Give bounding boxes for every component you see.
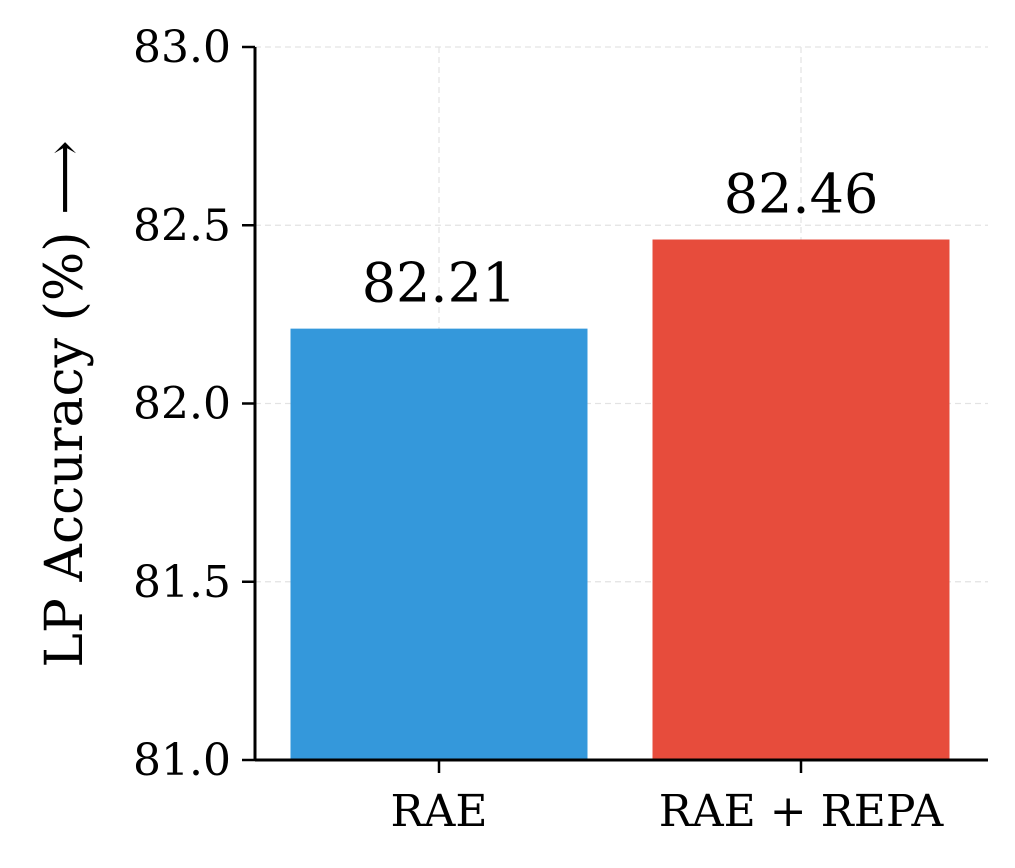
bar-value-label: 82.46	[724, 163, 879, 226]
x-tick-label: RAE	[390, 786, 487, 837]
x-ticks: RAE RAE + REPA	[390, 760, 944, 837]
y-tick-label: 82.0	[133, 379, 231, 430]
x-tick-label: RAE + REPA	[659, 786, 945, 837]
y-axis-title: LP Accuracy (%) ⟶	[35, 140, 95, 667]
bars	[290, 239, 950, 760]
y-ticks: 81.0 81.5 82.0 82.5 83.0	[133, 22, 255, 786]
y-tick-label: 81.5	[133, 557, 231, 608]
bar	[290, 328, 588, 760]
bar	[652, 239, 950, 760]
data-labels: 82.21 82.46	[362, 163, 879, 315]
y-tick-label: 82.5	[133, 200, 231, 251]
y-tick-label: 83.0	[133, 22, 231, 73]
y-tick-label: 81.0	[133, 735, 231, 786]
bar-value-label: 82.21	[362, 252, 517, 315]
